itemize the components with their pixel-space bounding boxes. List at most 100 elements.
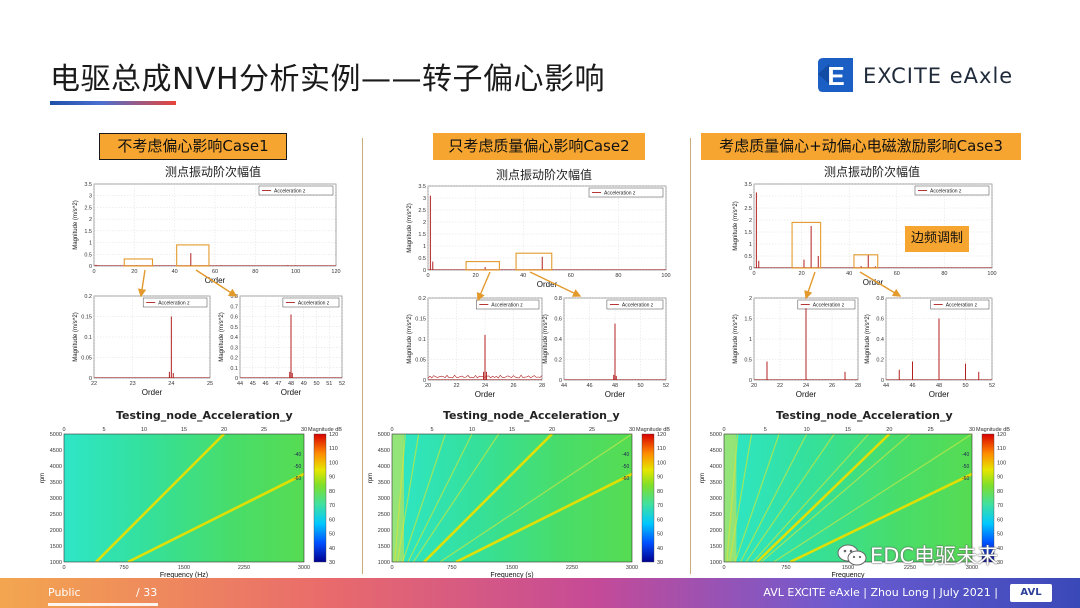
y-tick-label: 4500 bbox=[378, 448, 390, 454]
map-background bbox=[392, 434, 632, 562]
y-tick-label: 2.5 bbox=[418, 208, 426, 214]
case3-overview-chart: 0 20 40 60 80 100 0 0.5 1 1.5 2 2.5 3 3.5 Order Magnitu… bbox=[730, 176, 998, 290]
x-axis-label: Order bbox=[205, 276, 226, 285]
y-tick-label: 1 bbox=[749, 337, 752, 343]
case2-overview-chart: 0 20 40 60 80 100 0 0.5 1 1.5 2 2.5 3 3.5 Order Magnitu… bbox=[404, 178, 672, 292]
y-tick-label: 3.5 bbox=[418, 184, 426, 190]
y-tick-label: 0.15 bbox=[415, 317, 426, 323]
x-tick-label: 2250 bbox=[566, 565, 578, 571]
y-tick-label: 0.05 bbox=[81, 356, 92, 362]
band-level-label: -60 bbox=[962, 476, 969, 482]
y-axis-label: Magnitude (m/s^2) bbox=[865, 314, 871, 364]
x-tick-label: 2250 bbox=[238, 565, 250, 571]
x-tick-label: 45 bbox=[250, 381, 256, 387]
x-tick-label: 3000 bbox=[298, 565, 310, 571]
legend-box bbox=[930, 299, 990, 310]
order-line bbox=[789, 472, 972, 562]
colorbar-tick-label: 30 bbox=[329, 560, 335, 566]
case1-campbell-map: 0 750 1500 2250 3000 1000 1500 2000 2500 3000 3500… bbox=[38, 420, 362, 578]
case2-zoom-a-chart: 20 22 24 26 28 0 0.05 0.1 0.15 0.2 Order Magnitude … bbox=[404, 290, 548, 402]
order-line bbox=[407, 434, 473, 562]
y-tick-label: 0.6 bbox=[876, 317, 884, 323]
x-tick-label: 46 bbox=[262, 381, 268, 387]
x-tick-label: 0 bbox=[62, 565, 65, 571]
top-tick-label: 5 bbox=[102, 427, 105, 433]
map-frame bbox=[723, 433, 973, 563]
y-axis-label: Magnitude (m/s^2) bbox=[407, 314, 413, 364]
order-line bbox=[756, 434, 891, 562]
y-tick-label: 0 bbox=[423, 378, 426, 384]
y-tick-label: 0.5 bbox=[84, 252, 92, 258]
top-tick-label: 30 bbox=[969, 427, 975, 433]
colorbar-title: Magnitude dB bbox=[976, 427, 1010, 433]
y-tick-label: 0.8 bbox=[554, 296, 562, 302]
order-line bbox=[95, 434, 225, 562]
low-frequency-band bbox=[392, 434, 404, 562]
y-tick-label: 2000 bbox=[710, 528, 722, 534]
y-tick-label: 2000 bbox=[50, 528, 62, 534]
order-line bbox=[439, 434, 632, 562]
y-axis-label: rpm bbox=[368, 473, 374, 483]
case3-zoom-b-chart: 44 46 48 50 52 0 0.2 0.4 0.6 0.8 Order Magnitude (m… bbox=[862, 290, 998, 402]
band-level-label: -50 bbox=[294, 464, 301, 470]
x-tick-label: 24 bbox=[803, 383, 809, 389]
x-tick-label: 80 bbox=[941, 271, 947, 277]
band-level-label: -50 bbox=[962, 464, 969, 470]
colorbar bbox=[641, 433, 655, 563]
top-tick-label: 10 bbox=[469, 427, 475, 433]
x-tick-label: 46 bbox=[586, 383, 592, 389]
x-axis-label: Order bbox=[537, 280, 558, 289]
y-tick-label: 0.8 bbox=[230, 294, 238, 300]
y-axis-label: Magnitude (m/s^2) bbox=[407, 203, 413, 253]
y-tick-label: 0.1 bbox=[230, 366, 238, 372]
x-tick-label: 52 bbox=[989, 383, 995, 389]
y-tick-label: 0.1 bbox=[418, 337, 426, 343]
y-tick-label: 3.5 bbox=[744, 182, 752, 188]
logo-text: EXCITE eAxle bbox=[863, 64, 1014, 88]
colorbar-tick-label: 30 bbox=[657, 560, 663, 566]
highlight-box bbox=[791, 221, 822, 269]
x-tick-label: 28 bbox=[855, 383, 861, 389]
colorbar-tick-label: 100 bbox=[329, 460, 338, 466]
logo-mark-letter: E bbox=[827, 61, 844, 91]
column-divider bbox=[362, 138, 363, 574]
x-tick-label: 49 bbox=[301, 381, 307, 387]
x-tick-label: 44 bbox=[883, 383, 889, 389]
y-tick-label: 3000 bbox=[50, 496, 62, 502]
y-tick-label: 2.5 bbox=[84, 205, 92, 211]
y-tick-label: 0.15 bbox=[81, 315, 92, 321]
y-axis-label: rpm bbox=[700, 473, 706, 483]
footer-classification: Public bbox=[48, 586, 81, 599]
y-tick-label: 4000 bbox=[710, 464, 722, 470]
y-tick-label: 2500 bbox=[378, 512, 390, 518]
x-tick-label: 3000 bbox=[966, 565, 978, 571]
colorbar-title: Magnitude dB bbox=[308, 427, 342, 433]
y-tick-label: 4500 bbox=[50, 448, 62, 454]
colorbar-tick-label: 70 bbox=[997, 503, 1003, 509]
y-axis-label: Magnitude (m/s^2) bbox=[733, 314, 739, 364]
x-tick-label: 46 bbox=[909, 383, 915, 389]
colorbar bbox=[313, 433, 327, 563]
case1-overview-chart: 0 20 40 60 80 100 120 0 0.5 1 1.5 2 2.5 3 3.5 Order Magn… bbox=[70, 176, 342, 288]
y-tick-label: 0.5 bbox=[744, 358, 752, 364]
x-tick-label: 40 bbox=[172, 269, 178, 275]
y-tick-label: 3 bbox=[749, 194, 752, 200]
case2-map-title: Testing_node_Acceleration_y bbox=[443, 409, 620, 422]
top-tick-label: 30 bbox=[629, 427, 635, 433]
top-tick-label: 15 bbox=[181, 427, 187, 433]
x-tick-label: 48 bbox=[936, 383, 942, 389]
x-tick-label: 51 bbox=[326, 381, 332, 387]
footer-credits: AVL EXCITE eAxle | Zhou Long | July 2021… bbox=[763, 586, 998, 599]
y-tick-label: 1000 bbox=[50, 560, 62, 566]
colorbar-tick-label: 70 bbox=[329, 503, 335, 509]
y-tick-label: 1500 bbox=[50, 544, 62, 550]
x-tick-label: 0 bbox=[722, 565, 725, 571]
y-axis-label: Magnitude (m/s^2) bbox=[219, 312, 225, 362]
highlight-box bbox=[465, 261, 500, 271]
legend-label: Acceleration z bbox=[946, 303, 978, 309]
y-tick-label: 1 bbox=[749, 242, 752, 248]
order-line bbox=[773, 434, 972, 562]
plot-frame bbox=[93, 183, 337, 267]
band-level-label: -50 bbox=[622, 464, 629, 470]
legend-box bbox=[476, 299, 540, 310]
